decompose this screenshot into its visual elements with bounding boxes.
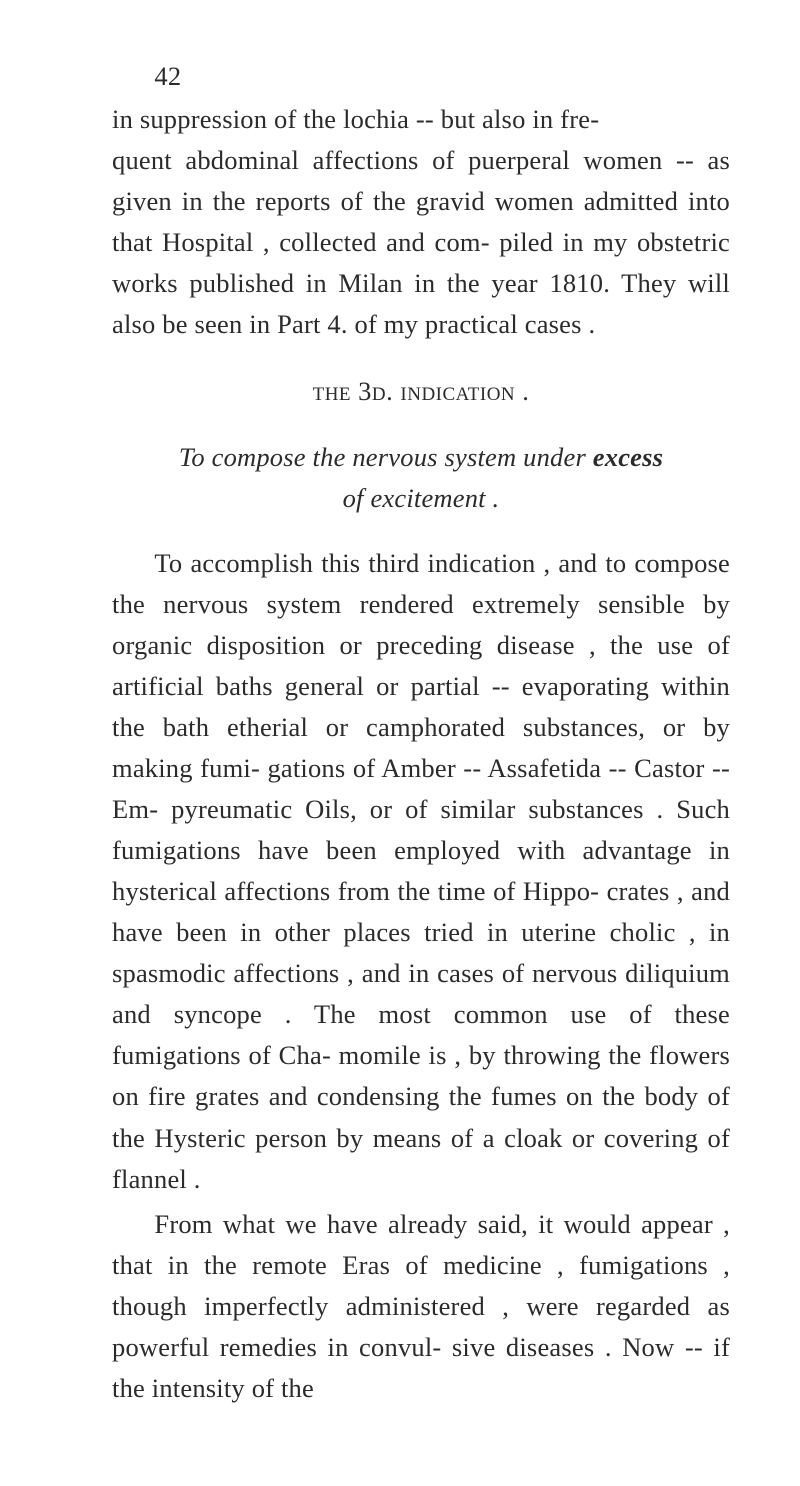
page: 42 in suppression of the lochia -- but a… [0,0,800,1486]
section-heading: the 3d. indication . [112,371,730,412]
paragraph-3: From what we have already said, it would… [112,1204,730,1409]
subheading-italic-1: To compose the nervous system under [179,442,586,472]
subheading-bold-word: excess [586,442,663,472]
heading-part-b: 3d. [351,376,400,406]
paragraph-1-line1: in suppression of the lochia -- but also… [112,99,730,140]
subheading-italic-2: of excitement . [343,483,500,513]
page-number: 42 [112,56,730,97]
heading-part-a: the [313,376,351,406]
heading-part-c: indication . [400,376,529,406]
subheading-line-1: To compose the nervous system under exce… [112,437,730,478]
subheading-line-2: of excitement . [112,478,730,519]
paragraph-2: To accomplish this third indication , an… [112,543,730,1200]
paragraph-1-rest: quent abdominal affections of puerperal … [112,140,730,345]
